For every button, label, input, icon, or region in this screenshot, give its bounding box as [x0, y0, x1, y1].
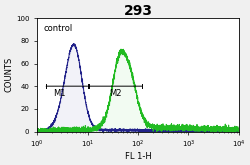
Text: M1: M1: [53, 89, 65, 98]
Text: control: control: [43, 24, 72, 33]
Text: M2: M2: [109, 89, 122, 98]
X-axis label: FL 1-H: FL 1-H: [125, 152, 152, 161]
Y-axis label: COUNTS: COUNTS: [4, 57, 13, 92]
Title: 293: 293: [124, 4, 152, 18]
